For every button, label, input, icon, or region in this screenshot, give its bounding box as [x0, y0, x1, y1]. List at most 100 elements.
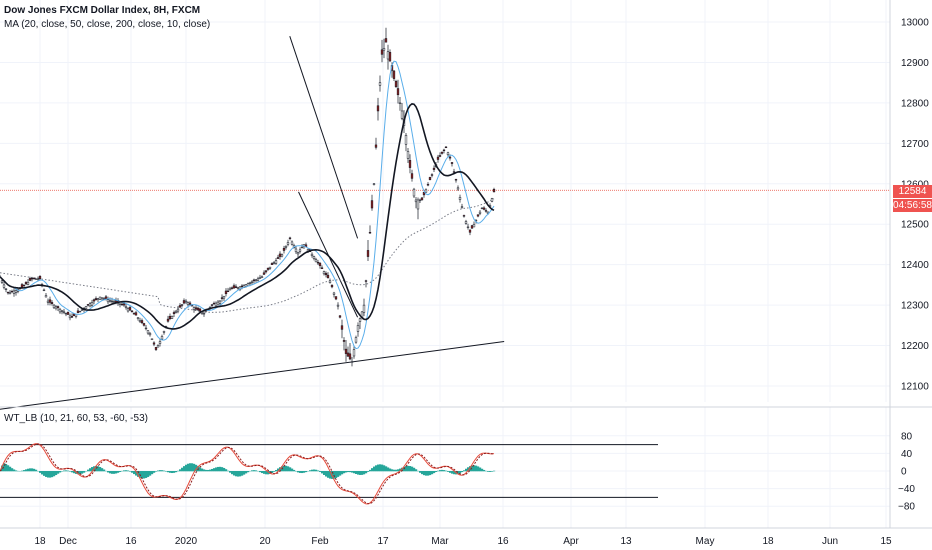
osc-hist-46 [91, 467, 94, 472]
candle-body-44 [86, 304, 90, 306]
osc-hist-14 [27, 468, 30, 472]
candle-body-74 [146, 330, 150, 334]
candle-body-219 [436, 156, 440, 160]
candle-body-45 [88, 303, 92, 307]
price-tick-label-1: 12200 [901, 341, 929, 352]
candle-body-144 [286, 242, 290, 245]
osc-hist-179 [357, 471, 360, 475]
candle-body-195 [388, 52, 392, 62]
candle-body-95 [188, 302, 192, 305]
oscillator-study-label[interactable]: WT_LB (10, 21, 60, 53, -60, -53) [4, 413, 148, 424]
candle-body-61 [120, 303, 124, 306]
osc-hist-37 [73, 471, 76, 474]
candle-body-19 [36, 278, 40, 280]
candle-body-35 [68, 315, 72, 319]
candle-body-205 [408, 160, 412, 168]
osc-hist-80 [159, 470, 162, 472]
osc-hist-218 [435, 471, 438, 472]
osc-hist-71 [141, 471, 144, 479]
osc-hist-25 [49, 471, 52, 478]
candle-body-20 [38, 275, 42, 280]
candle-body-199 [396, 88, 400, 96]
candle-body-70 [138, 320, 142, 323]
osc-hist-211 [421, 471, 424, 475]
ma-study-label[interactable]: MA (20, close, 50, close, 200, close, 10… [4, 19, 211, 30]
price-tick-label-2: 12300 [901, 301, 929, 312]
candle-body-27 [52, 304, 56, 309]
candle-body-197 [392, 70, 396, 79]
osc-hist-84 [167, 471, 170, 473]
osc-hist-203 [405, 466, 408, 472]
candle-body-55 [108, 300, 112, 302]
osc-hist-188 [375, 465, 378, 472]
osc-hist-65 [129, 471, 132, 472]
candle-body-235 [468, 229, 472, 233]
osc-hist-5 [9, 466, 12, 472]
time-tick-label-5: Feb [311, 536, 329, 547]
candle-body-52 [102, 298, 106, 300]
candle-body-207 [412, 188, 416, 197]
candle-body-15 [28, 278, 32, 281]
candle-body-23 [44, 295, 48, 298]
osc-hist-81 [161, 470, 164, 472]
osc-hist-186 [371, 468, 374, 472]
candle-body-67 [132, 313, 136, 315]
wt1-line [0, 443, 495, 505]
candle-body-107 [212, 302, 216, 305]
price-tick-label-3: 12400 [901, 260, 929, 271]
candle-body-142 [282, 247, 286, 251]
osc-hist-105 [209, 469, 212, 472]
osc-hist-124 [247, 471, 250, 473]
candle-body-63 [124, 306, 128, 308]
osc-hist-113 [225, 469, 228, 472]
osc-hist-116 [231, 471, 234, 475]
osc-hist-103 [205, 469, 208, 472]
osc-tick-label-0: −80 [898, 502, 915, 513]
trendline-1 [289, 35, 359, 239]
osc-hist-219 [437, 470, 440, 472]
osc-hist-176 [351, 471, 354, 473]
osc-hist-123 [245, 471, 248, 474]
osc-hist-227 [453, 471, 456, 475]
candle-body-145 [288, 237, 292, 239]
candle-body-89 [176, 308, 180, 312]
osc-hist-183 [365, 471, 368, 474]
time-tick-label-13: Jun [822, 536, 838, 547]
candle-body-229 [456, 187, 460, 190]
osc-tick-label-1: −40 [898, 484, 915, 495]
symbol-title[interactable]: Dow Jones FXCM Dollar Index, 8H, FXCM [4, 5, 201, 16]
osc-hist-151 [301, 471, 304, 474]
osc-hist-134 [267, 471, 270, 475]
candle-body-159 [316, 262, 320, 264]
ma200-path [0, 198, 495, 313]
candle-body-223 [444, 146, 448, 149]
osc-hist-160 [319, 471, 322, 472]
candle-body-100 [198, 308, 202, 312]
osc-hist-102 [203, 469, 206, 472]
candle-body-204 [406, 151, 410, 159]
osc-hist-126 [251, 470, 254, 472]
last-price-tag: 12584 [893, 185, 932, 198]
candle-body-62 [122, 303, 126, 306]
osc-hist-204 [407, 465, 410, 472]
candle-body-47 [92, 299, 96, 302]
candle-body-76 [150, 338, 154, 341]
osc-hist-121 [241, 471, 244, 476]
osc-hist-130 [259, 471, 262, 473]
osc-hist-94 [187, 463, 190, 472]
osc-hist-244 [487, 471, 490, 472]
osc-hist-30 [59, 471, 62, 473]
candle-body-28 [54, 306, 58, 309]
candle-body-7 [12, 290, 16, 294]
candle-body-127 [252, 279, 256, 282]
osc-hist-115 [229, 471, 232, 473]
osc-hist-18 [35, 469, 38, 472]
candle-body-25 [48, 299, 52, 303]
osc-hist-98 [195, 464, 198, 472]
candle-body-91 [180, 304, 184, 306]
candle-body-112 [222, 295, 226, 299]
osc-hist-74 [147, 471, 150, 477]
candle-body-192 [382, 48, 386, 51]
candle-body-143 [284, 246, 288, 248]
